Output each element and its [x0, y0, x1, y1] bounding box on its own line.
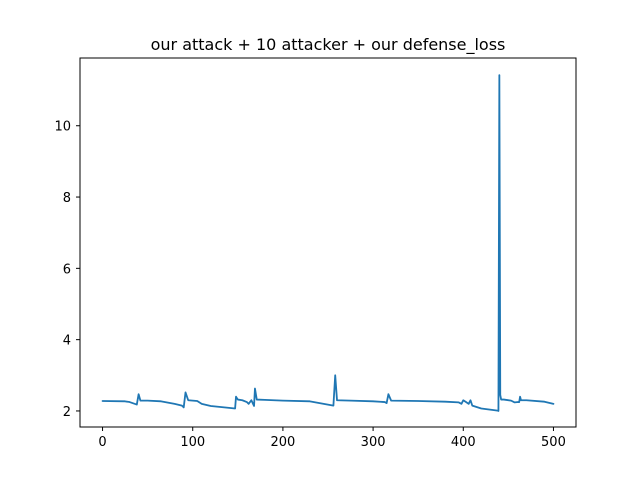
y-tick-label: 8 — [63, 191, 71, 206]
x-tick-label: 500 — [541, 435, 566, 450]
chart-title: our attack + 10 attacker + our defense_l… — [151, 35, 506, 55]
y-tick-label: 2 — [63, 405, 71, 420]
x-tick-label: 0 — [98, 435, 106, 450]
x-tick-label: 100 — [180, 435, 205, 450]
x-tick-label: 300 — [361, 435, 386, 450]
y-tick-label: 10 — [54, 120, 71, 135]
y-tick-label: 4 — [63, 334, 71, 349]
y-tick-label: 6 — [63, 262, 71, 277]
plot-frame — [79, 57, 577, 428]
x-tick-label: 200 — [270, 435, 295, 450]
x-tick-label: 400 — [451, 435, 476, 450]
x-axis: 0 100 200 300 400 500 — [98, 427, 566, 450]
y-axis: 2 4 6 8 10 — [54, 120, 80, 420]
series-line — [101, 74, 555, 412]
